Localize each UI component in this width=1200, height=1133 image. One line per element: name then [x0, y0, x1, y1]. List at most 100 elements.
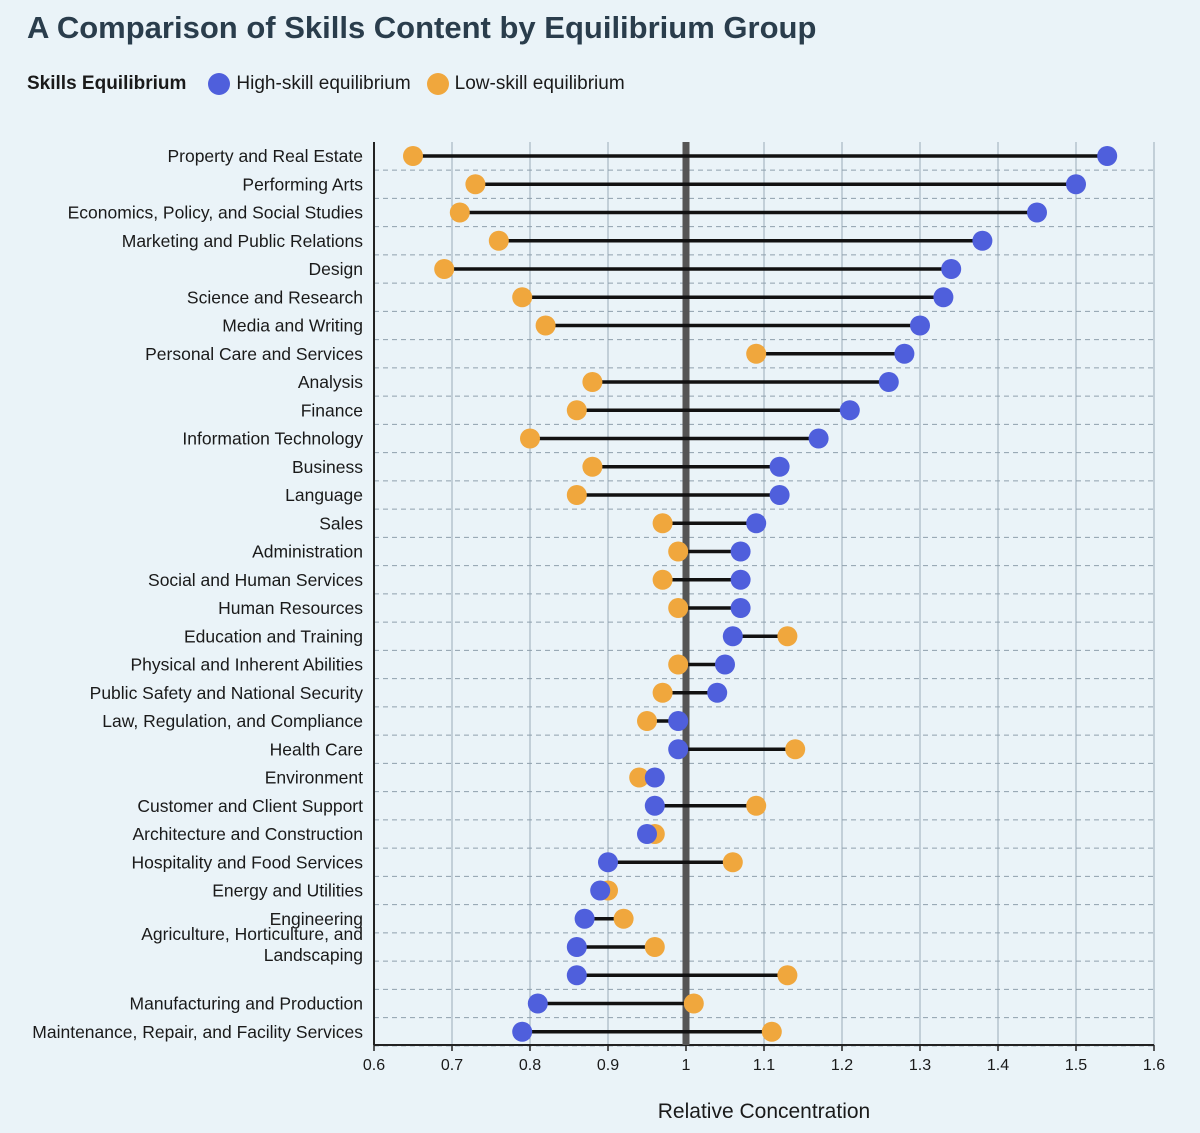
category-label: Economics, Policy, and Social Studies: [68, 203, 364, 223]
point-high-skill: [769, 485, 790, 505]
point-low-skill: [403, 146, 423, 166]
point-low-skill: [746, 343, 767, 364]
category-label: Performing Arts: [242, 174, 363, 194]
point-high-skill: [707, 682, 728, 703]
point-high-skill: [730, 569, 751, 590]
x-tick-label: 0.6: [363, 1057, 385, 1074]
legend-swatch-low: [426, 73, 449, 95]
x-tick-label: 1.5: [1065, 1057, 1087, 1074]
point-low-skill: [777, 965, 798, 986]
category-label: Customer and Client Support: [137, 796, 363, 816]
point-low-skill: [761, 1021, 782, 1042]
x-axis-label: Relative Concentration: [658, 1100, 870, 1123]
point-high-skill: [839, 400, 860, 421]
point-high-skill: [644, 767, 665, 788]
legend: Skills Equilibrium High-skill equilibriu…: [27, 73, 641, 95]
point-high-skill: [878, 372, 899, 392]
point-high-skill: [730, 598, 751, 618]
category-label: Law, Regulation, and Compliance: [102, 711, 363, 731]
category-label: Sales: [319, 513, 363, 533]
x-tick-label: 0.9: [597, 1057, 619, 1074]
point-high-skill: [527, 993, 548, 1014]
point-low-skill: [668, 598, 689, 618]
category-label: Language: [285, 485, 363, 505]
category-label: Maintenance, Repair, and Facility Servic…: [32, 1022, 363, 1042]
point-low-skill: [746, 795, 767, 816]
point-high-skill: [910, 315, 930, 336]
point-high-skill: [512, 1021, 533, 1042]
legend-item-low: Low-skill equilibrium: [426, 73, 625, 95]
category-label: Marketing and Public Relations: [122, 231, 363, 251]
point-high-skill: [644, 795, 665, 816]
x-tick-label: 1: [682, 1057, 691, 1074]
legend-title: Skills Equilibrium: [27, 73, 187, 94]
point-low-skill: [722, 852, 743, 873]
point-high-skill: [730, 541, 751, 562]
point-high-skill: [769, 456, 790, 477]
chart-title: A Comparison of Skills Content by Equili…: [27, 10, 817, 45]
point-low-skill: [434, 259, 455, 279]
x-tick-label: 0.7: [441, 1057, 463, 1074]
point-high-skill: [590, 880, 611, 901]
category-label: Social and Human Services: [148, 570, 363, 590]
point-low-skill: [582, 372, 603, 392]
x-tick-label: 1.4: [987, 1057, 1009, 1074]
point-high-skill: [1097, 146, 1118, 166]
category-label: Human Resources: [218, 598, 363, 618]
point-high-skill: [1027, 202, 1047, 223]
point-high-skill: [566, 965, 587, 986]
x-tick-label: 0.8: [519, 1057, 541, 1074]
point-low-skill: [652, 513, 673, 534]
x-tick-label: 1.6: [1143, 1057, 1165, 1074]
point-high-skill: [637, 824, 657, 844]
category-label: Administration: [252, 542, 363, 562]
point-low-skill: [512, 287, 533, 308]
legend-label-high: High-skill equilibrium: [236, 73, 411, 94]
point-low-skill: [785, 739, 806, 760]
x-tick-label: 1.3: [909, 1057, 931, 1074]
category-label: Engineering: [270, 909, 363, 929]
point-low-skill: [652, 682, 673, 703]
category-label: Property and Real Estate: [167, 146, 363, 166]
point-low-skill: [449, 202, 470, 223]
point-low-skill: [629, 767, 650, 788]
category-label: Science and Research: [187, 287, 363, 307]
category-label: Analysis: [298, 372, 363, 392]
point-high-skill: [894, 343, 915, 364]
point-low-skill: [465, 174, 486, 195]
point-low-skill: [535, 315, 556, 336]
legend-label-low: Low-skill equilibrium: [454, 73, 625, 94]
point-low-skill: [566, 485, 587, 505]
point-high-skill: [722, 626, 743, 647]
category-label: Agriculture, Horticulture, and Landscapin…: [141, 924, 363, 965]
point-high-skill: [566, 937, 587, 957]
category-label: Environment: [265, 768, 363, 788]
point-high-skill: [715, 654, 735, 675]
category-label: Public Safety and National Security: [90, 683, 364, 703]
point-low-skill: [644, 937, 665, 957]
legend-swatch-high: [208, 73, 231, 95]
point-low-skill: [668, 654, 689, 675]
category-label: Architecture and Construction: [132, 824, 363, 844]
point-low-skill: [777, 626, 798, 647]
category-label: Information Technology: [182, 429, 363, 449]
x-tick-label: 1.2: [831, 1057, 853, 1074]
point-low-skill: [520, 428, 540, 449]
point-low-skill: [613, 908, 634, 929]
point-high-skill: [808, 428, 829, 449]
category-label: Finance: [301, 400, 363, 420]
point-high-skill: [668, 739, 689, 760]
point-high-skill: [668, 711, 689, 731]
point-low-skill: [566, 400, 587, 421]
category-label: Energy and Utilities: [212, 881, 363, 901]
point-high-skill: [933, 287, 954, 308]
point-low-skill: [637, 711, 657, 731]
legend-item-high: High-skill equilibrium: [208, 73, 411, 95]
point-high-skill: [972, 230, 993, 251]
category-label: Personal Care and Services: [145, 344, 363, 364]
category-label: Manufacturing and Production: [130, 994, 363, 1014]
category-label: Health Care: [270, 739, 363, 759]
point-low-skill: [652, 569, 673, 590]
point-high-skill: [1066, 174, 1086, 195]
